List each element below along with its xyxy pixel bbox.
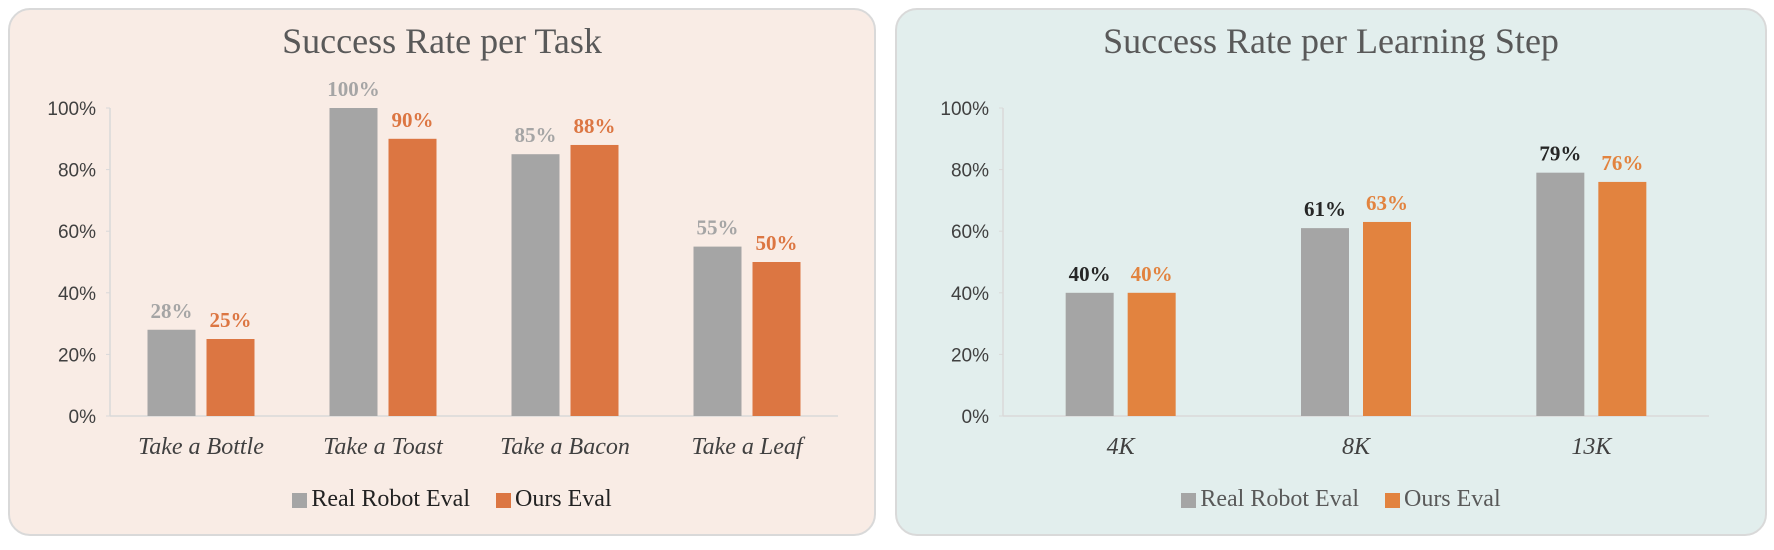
legend-label-real: Real Robot Eval <box>1200 486 1359 512</box>
bar-ours-eval <box>1363 221 1411 416</box>
y-tick-label: 100% <box>940 99 989 120</box>
bar-ours-eval <box>388 138 437 417</box>
chart-title: Success Rate per Task <box>282 21 602 61</box>
y-tick-label: 60% <box>951 222 989 243</box>
x-tick-label: 4K <box>1107 434 1137 460</box>
y-tick-label: 0% <box>69 407 97 428</box>
legend-swatch-real <box>1181 492 1197 508</box>
task-chart-panel: Success Rate per Task 0% 20% 40% 60% 80% 100%… <box>8 8 876 536</box>
bar-real-robot-eval <box>1065 292 1114 416</box>
y-tick-label: 40% <box>951 284 989 305</box>
x-tick-label: Take a Toast <box>323 434 444 460</box>
data-label: 61% <box>1304 197 1346 221</box>
legend-swatch-ours <box>495 492 511 508</box>
bar-real-robot-eval <box>1301 228 1349 416</box>
data-label: 40% <box>1131 262 1173 286</box>
chart-legend: Real Robot Eval Ours Eval <box>897 486 1765 513</box>
task-chart-plot: 0% 20% 40% 60% 80% 100% Take a Bottle 28% 25% Tak… <box>47 77 838 460</box>
legend-swatch-ours <box>1384 492 1400 508</box>
legend-label-real: Real Robot Eval <box>311 486 470 512</box>
x-tick-label: 8K <box>1342 434 1372 460</box>
bar-ours-eval <box>570 144 619 416</box>
bar-ours-eval <box>206 339 255 416</box>
data-label: 28% <box>151 299 193 323</box>
bar-real-robot-eval <box>329 108 378 416</box>
bar-real-robot-eval <box>1536 172 1585 416</box>
x-tick-label: Take a Leaf <box>691 434 805 460</box>
y-tick-label: 40% <box>58 284 96 305</box>
data-label: 88% <box>574 114 616 138</box>
y-tick-label: 20% <box>951 345 989 366</box>
y-tick-label: 100% <box>47 99 96 120</box>
data-label: 55% <box>697 216 739 240</box>
x-tick-label: Take a Bottle <box>138 434 264 460</box>
step-chart-plot: 0% 20% 40% 60% 80% 100% 4K 40% 40% 8K 61% 63% 13K 79%… <box>940 99 1709 460</box>
legend-swatch-real <box>292 492 308 508</box>
y-tick-label: 60% <box>58 222 96 243</box>
bar-ours-eval <box>752 262 801 416</box>
bar-real-robot-eval <box>511 154 560 416</box>
data-label: 90% <box>392 108 434 132</box>
data-label: 85% <box>515 123 557 147</box>
bar-ours-eval <box>1127 292 1176 416</box>
data-label: 25% <box>210 308 252 332</box>
y-tick-label: 80% <box>951 161 989 182</box>
y-tick-label: 80% <box>58 161 96 182</box>
y-tick-label: 0% <box>962 407 990 428</box>
data-label: 100% <box>327 77 380 101</box>
bar-ours-eval <box>1598 181 1647 416</box>
data-label: 63% <box>1366 191 1408 215</box>
data-label: 40% <box>1069 262 1111 286</box>
data-label: 79% <box>1539 142 1581 166</box>
x-tick-label: Take a Bacon <box>500 434 630 460</box>
step-chart-panel: Success Rate per Learning Step 0% 20% 40% 6… <box>895 8 1767 536</box>
bar-real-robot-eval <box>147 329 196 416</box>
chart-legend: Real Robot Eval Ours Eval <box>10 486 874 513</box>
x-tick-label: 13K <box>1571 434 1613 460</box>
data-label: 76% <box>1601 151 1643 175</box>
chart-title: Success Rate per Learning Step <box>1103 21 1559 61</box>
data-label: 50% <box>756 231 798 255</box>
bar-real-robot-eval <box>693 246 742 416</box>
legend-label-ours: Ours Eval <box>1403 486 1501 512</box>
y-tick-label: 20% <box>58 345 96 366</box>
legend-label-ours: Ours Eval <box>514 486 612 512</box>
